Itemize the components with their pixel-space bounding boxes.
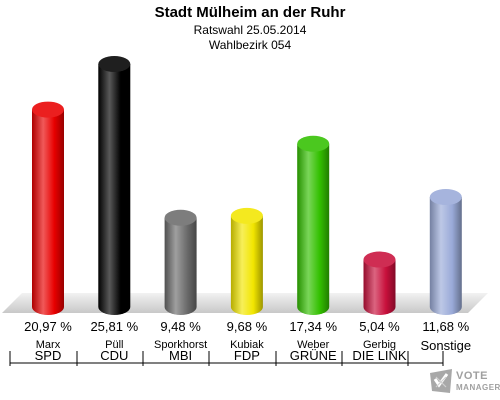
party-label: MBI [169, 348, 192, 363]
bar-cap [297, 135, 330, 152]
bar-die-linke [363, 251, 396, 315]
chart-subtitle-election: Ratswahl 25.05.2014 [193, 23, 307, 37]
party-label: DIE LINK [352, 348, 407, 363]
candidate-label: Sporkhorst [154, 339, 207, 351]
value-label: 5,04 % [359, 319, 400, 334]
value-label: 9,68 % [227, 319, 268, 334]
bar-cap [98, 56, 131, 72]
bar-body [363, 259, 396, 315]
candidate-label: Marx [36, 339, 61, 351]
candidate-label: Kubiak [230, 339, 264, 351]
bar-body [164, 217, 197, 315]
label-bracket [9, 351, 444, 366]
vote-manager-logo: VOTE MANAGER [428, 367, 500, 397]
bar-body [230, 215, 263, 315]
value-label: 17,34 % [289, 319, 337, 334]
party-label: SPD [35, 348, 62, 363]
party-label: FDP [234, 348, 260, 363]
bar-cap [230, 207, 263, 224]
bar-spd [32, 101, 64, 315]
candidate-label: Gerbig [363, 339, 396, 351]
bar-cap [429, 189, 462, 206]
bar-cdu [98, 56, 131, 315]
value-label: 11,68 % [422, 319, 469, 334]
value-label: 20,97 % [24, 319, 72, 334]
bar-sonstige [429, 189, 462, 315]
checkmark-cross-icon [430, 369, 452, 393]
bar-grüne [297, 135, 330, 315]
value-label: 25,81 % [90, 319, 138, 334]
logo-line1: VOTE [456, 370, 488, 382]
bar-cap [363, 251, 396, 268]
party-label: GRÜNE [290, 348, 337, 363]
bar-cap [32, 101, 64, 118]
chart-title: Stadt Mülheim an der Ruhr [154, 4, 346, 21]
candidate-label: Weber [297, 339, 330, 351]
logo-line2: MANAGER [456, 383, 500, 392]
bars [32, 56, 462, 315]
bar-body [429, 197, 462, 315]
chart-subtitle-district: Wahlbezirk 054 [208, 38, 292, 52]
bar-body [297, 143, 330, 315]
party-label: Sonstige [421, 338, 472, 353]
bar-fdp [230, 207, 263, 315]
bar-mbi [164, 209, 197, 315]
bar-body [32, 109, 64, 315]
candidate-label: Püll [105, 339, 123, 351]
bar-body [98, 64, 131, 315]
party-label: CDU [100, 348, 128, 363]
value-label: 9,48 % [160, 319, 201, 334]
bar-cap [164, 209, 197, 226]
